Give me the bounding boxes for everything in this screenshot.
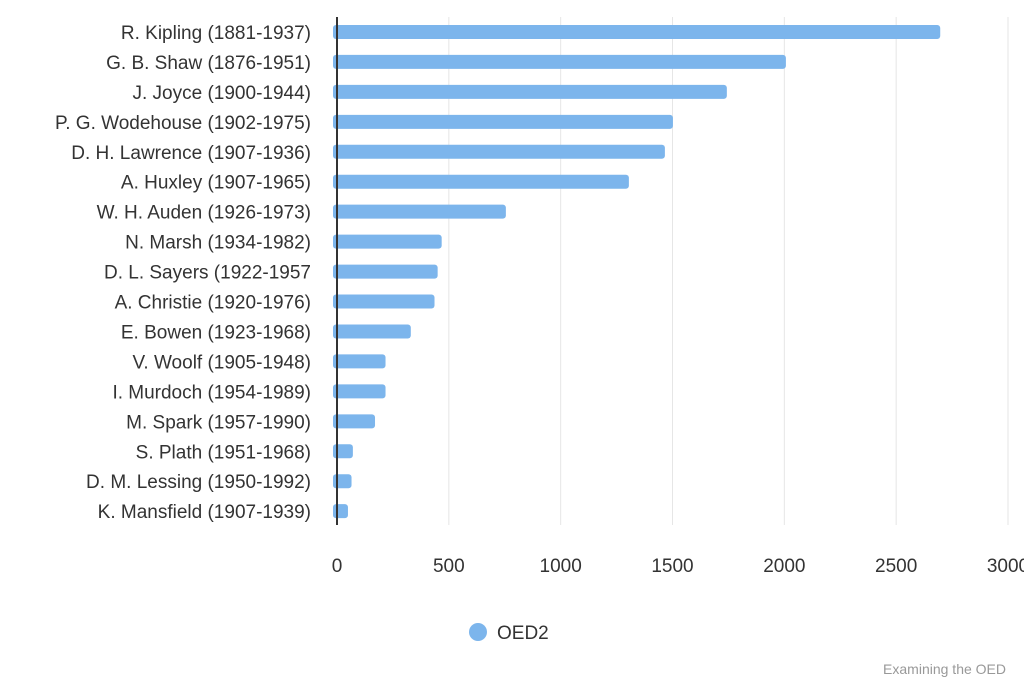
category-label: A. Christie (1920-1976)	[115, 293, 311, 314]
category-label: W. H. Auden (1926-1973)	[97, 203, 311, 224]
bar[interactable]	[333, 114, 673, 129]
x-tick-label: 1000	[540, 556, 582, 577]
category-label: E. Bowen (1923-1968)	[121, 322, 311, 343]
x-tick-label: 3000	[987, 556, 1024, 577]
bar[interactable]	[333, 504, 348, 519]
category-label: A. Huxley (1907-1965)	[121, 173, 311, 194]
bar[interactable]	[333, 234, 442, 249]
bar[interactable]	[333, 144, 665, 159]
bar[interactable]	[333, 414, 376, 429]
bar[interactable]	[333, 54, 786, 69]
bar[interactable]	[333, 474, 352, 489]
bar[interactable]	[333, 84, 727, 99]
bar[interactable]	[333, 444, 353, 459]
category-label: D. H. Lawrence (1907-1936)	[71, 143, 311, 164]
x-tick-label: 1500	[651, 556, 693, 577]
x-tick-label: 2500	[875, 556, 917, 577]
bar[interactable]	[333, 324, 411, 339]
credits-link[interactable]: Examining the OED	[883, 661, 1006, 677]
category-label: J. Joyce (1900-1944)	[133, 83, 312, 104]
category-labels: R. Kipling (1881-1937) G. B. Shaw (1876-1…	[55, 23, 311, 523]
x-tick-label: 0	[332, 556, 343, 577]
x-tick-labels: 0 500 1000 1500 2000 2500 3000	[332, 556, 1024, 577]
bars	[333, 24, 941, 519]
category-label: D. L. Sayers (1922-1957	[104, 263, 311, 284]
bar[interactable]	[333, 174, 629, 189]
gridlines	[448, 17, 1009, 525]
bar[interactable]	[333, 384, 386, 399]
category-label: D. M. Lessing (1950-1992)	[86, 472, 311, 493]
category-label: I. Murdoch (1954-1989)	[112, 382, 311, 403]
bar[interactable]	[333, 24, 941, 39]
category-label: K. Mansfield (1907-1939)	[98, 502, 311, 523]
category-label: M. Spark (1957-1990)	[126, 412, 311, 433]
category-label: S. Plath (1951-1968)	[136, 442, 311, 463]
bar[interactable]	[333, 354, 386, 369]
x-tick-label: 500	[433, 556, 465, 577]
category-label: V. Woolf (1905-1948)	[132, 352, 311, 373]
bar[interactable]	[333, 204, 506, 219]
category-label: P. G. Wodehouse (1902-1975)	[55, 113, 311, 134]
bar[interactable]	[333, 264, 438, 279]
category-label: G. B. Shaw (1876-1951)	[106, 53, 311, 74]
category-label: N. Marsh (1934-1982)	[125, 233, 311, 254]
legend-item-oed2[interactable]: OED2	[469, 623, 549, 644]
x-tick-label: 2000	[763, 556, 805, 577]
legend-label: OED2	[497, 623, 549, 644]
legend-marker-icon	[469, 623, 487, 641]
bar[interactable]	[333, 294, 435, 309]
category-label: R. Kipling (1881-1937)	[121, 23, 311, 44]
